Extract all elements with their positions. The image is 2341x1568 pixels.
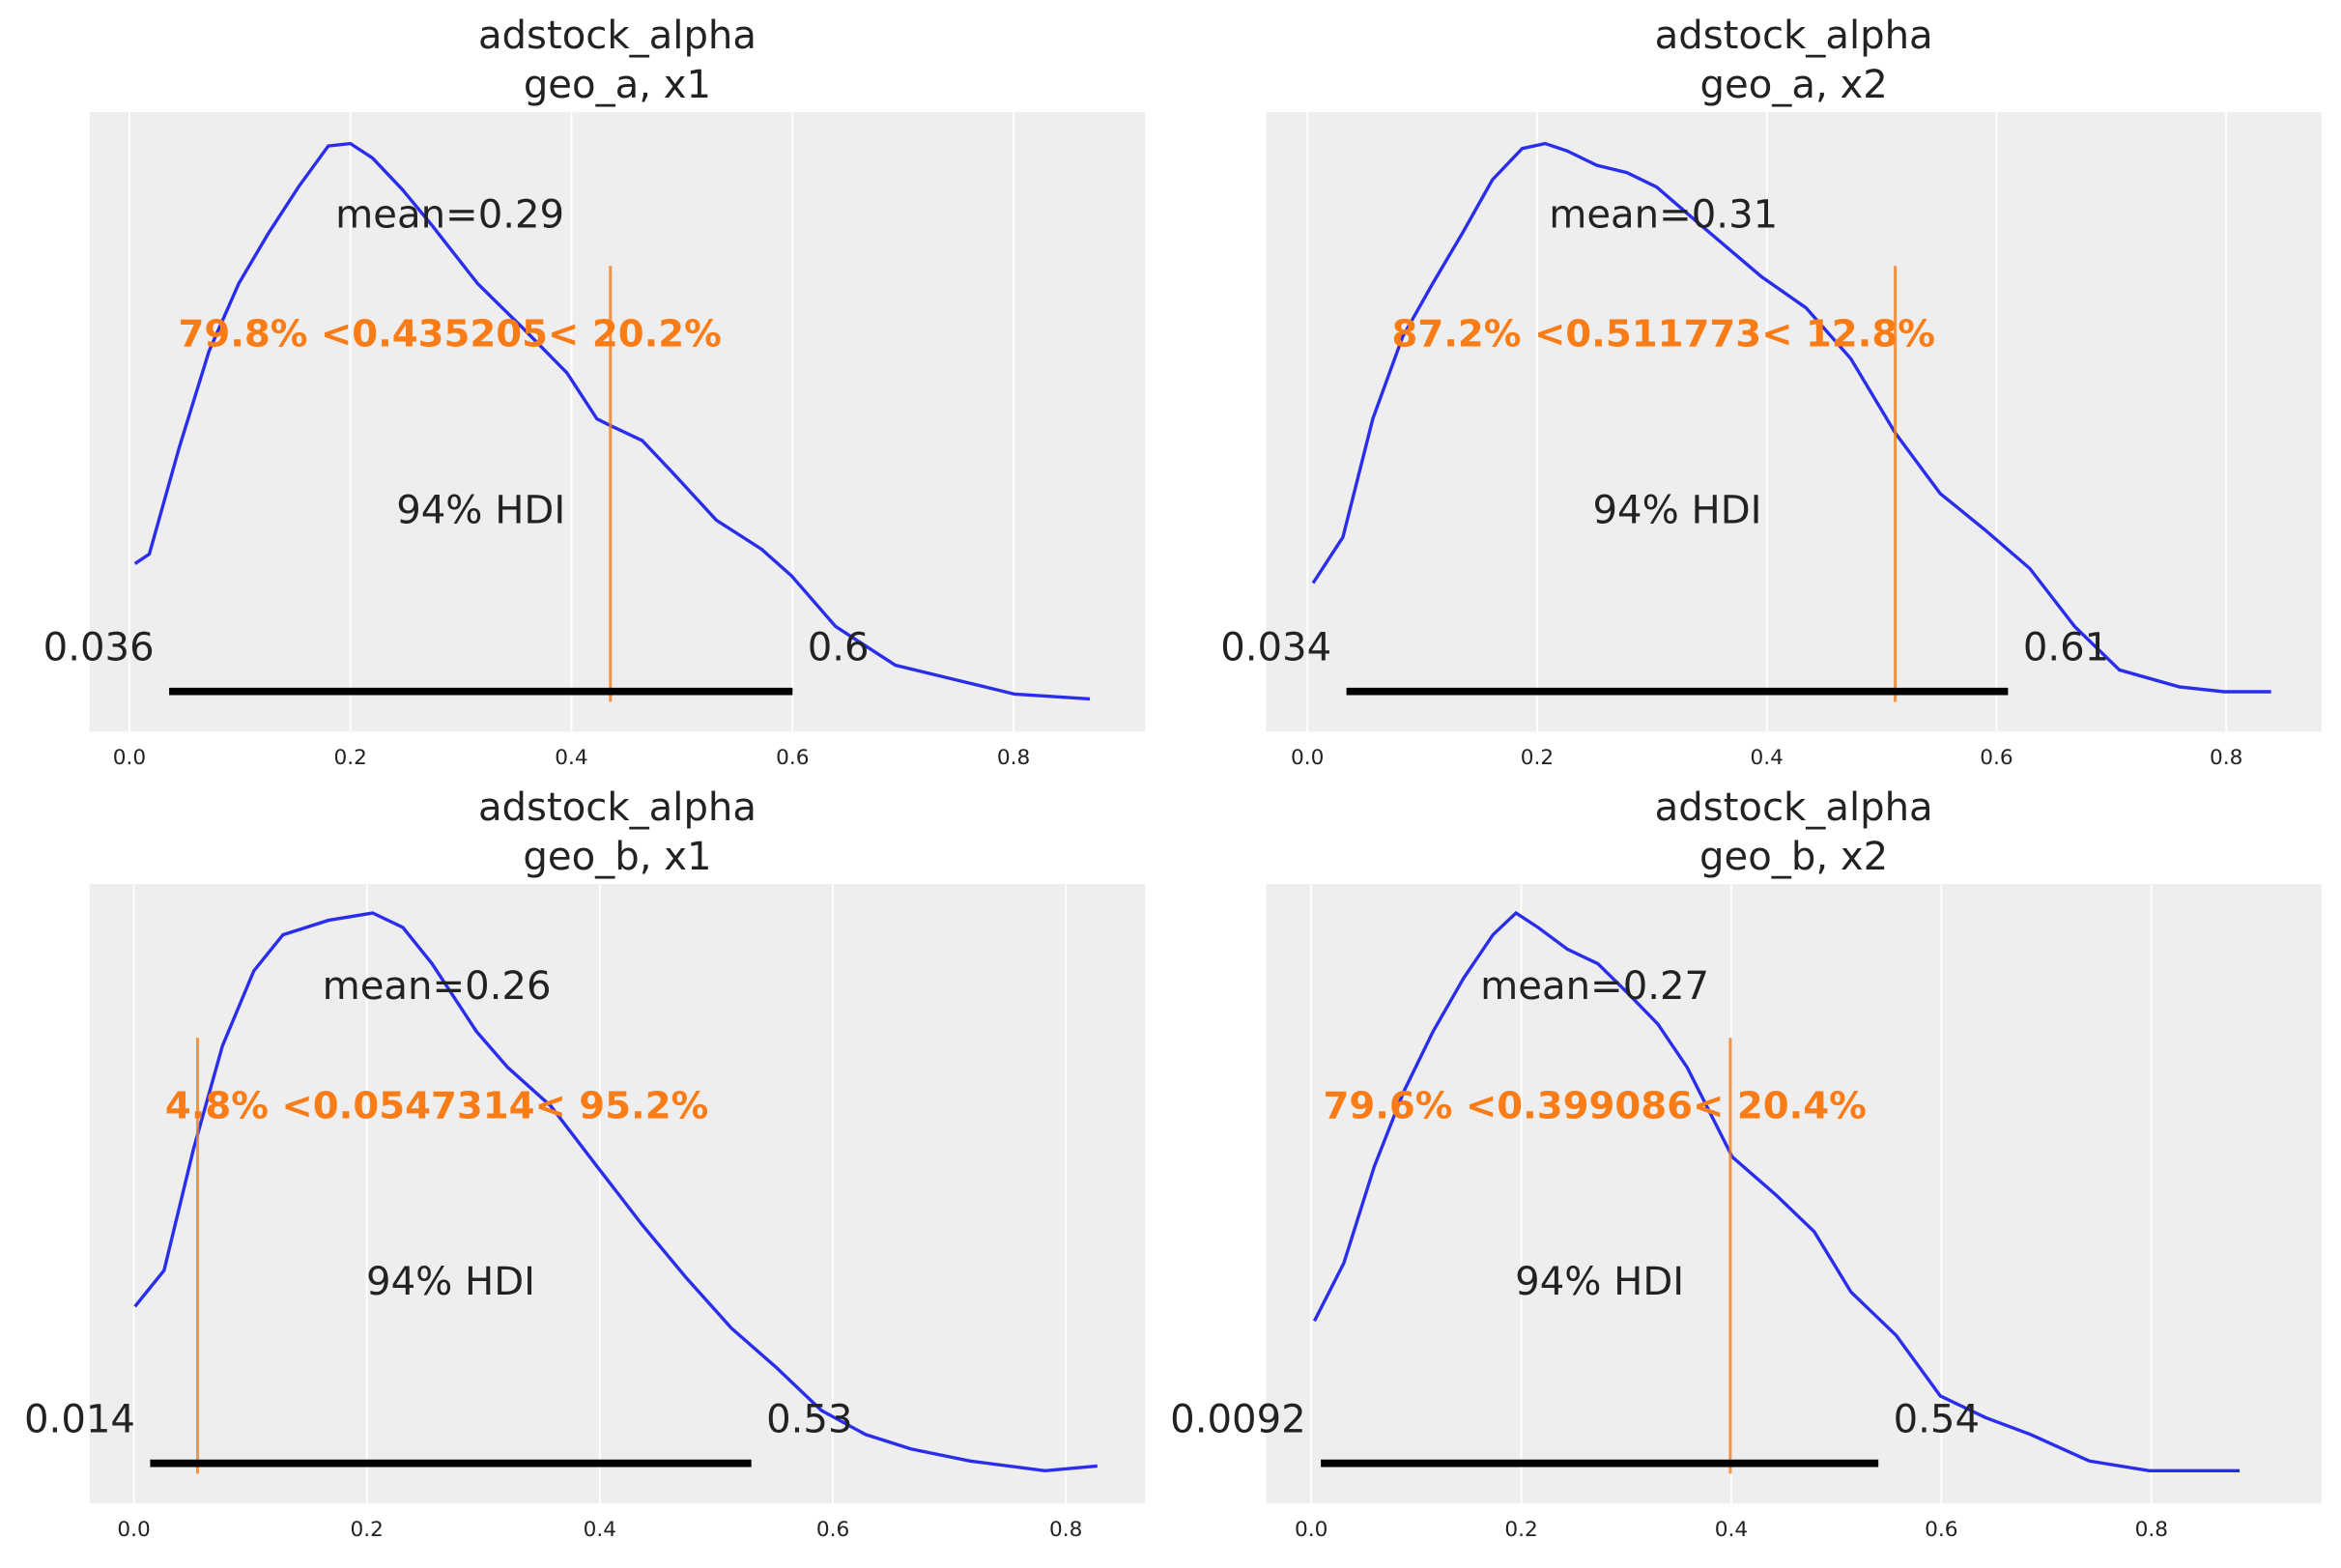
- hdi-high-label: 0.6: [808, 625, 870, 670]
- hdi-high-label: 0.53: [766, 1397, 852, 1441]
- subplot: adstock_alpha geo_b, x2 0.0 0.2 0.4 0.6 0.8 0.0…: [1170, 785, 2322, 1542]
- hdi-high-label: 0.61: [2023, 625, 2109, 670]
- x-tick-label: 0.4: [555, 746, 587, 770]
- hdi-low-label: 0.014: [24, 1397, 135, 1441]
- x-tick-label: 0.0: [113, 746, 146, 770]
- ref-label: 4.8% <0.0547314< 95.2%: [165, 1084, 708, 1127]
- x-tick-label: 0.6: [776, 746, 809, 770]
- density-curve: [1312, 910, 2241, 1473]
- x-tick-label: 0.8: [1049, 1518, 1082, 1542]
- subplot-subtitle: geo_b, x2: [1699, 835, 1888, 879]
- ref-label: 79.8% <0.435205< 20.2%: [178, 312, 721, 356]
- plot-area: [1266, 112, 2322, 732]
- subplot: adstock_alpha geo_a, x2 0.0 0.2 0.4 0.6 0.8 0.0…: [1220, 14, 2322, 770]
- hdi-label: 94% HDI: [366, 1260, 535, 1304]
- plot-area: [89, 112, 1146, 732]
- x-tick-label: 0.6: [816, 1518, 849, 1542]
- mean-label: mean=0.26: [323, 964, 552, 1009]
- subplot: adstock_alpha geo_a, x1 0.0 0.2 0.4 0.6 0.8 0.0…: [43, 14, 1146, 770]
- density-curve: [133, 911, 1098, 1473]
- subplot-subtitle: geo_a, x1: [524, 63, 711, 107]
- hdi-label: 94% HDI: [1592, 488, 1761, 532]
- x-tick-label: 0.6: [1980, 746, 2013, 770]
- hdi-low-label: 0.0092: [1170, 1397, 1306, 1441]
- mean-label: mean=0.27: [1480, 964, 1709, 1009]
- plot-area: [1266, 884, 2322, 1504]
- density-curve: [133, 141, 1091, 701]
- subplot-title: adstock_alpha: [1655, 785, 1933, 830]
- x-tick-label: 0.0: [1291, 746, 1324, 770]
- hdi-low-label: 0.034: [1220, 625, 1331, 670]
- ref-label: 87.2% <0.511773< 12.8%: [1392, 312, 1935, 356]
- x-tick-label: 0.8: [997, 746, 1030, 770]
- x-tick-label: 0.4: [584, 1518, 616, 1542]
- hdi-label: 94% HDI: [396, 488, 565, 532]
- subplot-title: adstock_alpha: [1655, 14, 1933, 58]
- mean-label: mean=0.29: [335, 192, 564, 237]
- hdi-high-label: 0.54: [1894, 1397, 1980, 1441]
- x-tick-label: 0.2: [351, 1518, 384, 1542]
- subplot-subtitle: geo_a, x2: [1700, 63, 1888, 107]
- x-tick-label: 0.8: [2210, 746, 2242, 770]
- x-tick-label: 0.2: [1521, 746, 1554, 770]
- x-tick-label: 0.8: [2135, 1518, 2168, 1542]
- x-tick-label: 0.4: [1751, 746, 1784, 770]
- subplot-title: adstock_alpha: [478, 785, 757, 830]
- subplot-subtitle: geo_b, x1: [523, 835, 711, 879]
- x-tick-label: 0.0: [1295, 1518, 1328, 1542]
- x-tick-label: 0.2: [333, 746, 366, 770]
- x-tick-label: 0.6: [1925, 1518, 1957, 1542]
- x-tick-label: 0.0: [117, 1518, 150, 1542]
- density-curve: [1311, 141, 2271, 694]
- mean-label: mean=0.31: [1549, 192, 1778, 237]
- hdi-label: 94% HDI: [1515, 1260, 1684, 1304]
- x-tick-label: 0.2: [1504, 1518, 1537, 1542]
- x-tick-label: 0.4: [1715, 1518, 1748, 1542]
- ref-label: 79.6% <0.399086< 20.4%: [1323, 1084, 1866, 1127]
- subplot-title: adstock_alpha: [478, 14, 757, 58]
- hdi-low-label: 0.036: [43, 625, 155, 670]
- subplot: adstock_alpha geo_b, x1 0.0 0.2 0.4 0.6 0.8 0.0…: [24, 785, 1146, 1542]
